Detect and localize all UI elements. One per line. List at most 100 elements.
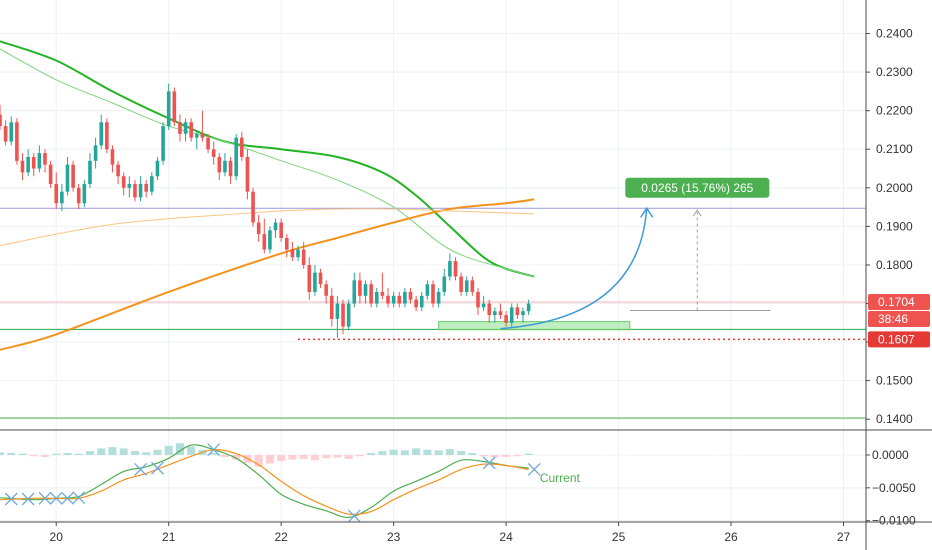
price-tick-label-8[interactable]: 0.2200 xyxy=(876,104,913,118)
histogram-bar-32 xyxy=(355,454,364,457)
price-axis[interactable]: 0.14000.15000.16000.17000.18000.19000.20… xyxy=(866,27,913,427)
histogram-bar-39 xyxy=(434,450,443,455)
support-zone[interactable] xyxy=(438,321,631,331)
candle-12 xyxy=(65,156,70,196)
price-panel[interactable]: 0.0265 (15.76%) 265 xyxy=(0,0,866,430)
candle-body-51 xyxy=(284,237,289,250)
time-tick-label-4[interactable]: 24 xyxy=(499,530,513,544)
price-label-box-2 xyxy=(868,331,930,348)
candle-body-66 xyxy=(369,284,373,304)
time-tick-label-6[interactable]: 26 xyxy=(724,530,738,544)
price-tick-label-9[interactable]: 0.2300 xyxy=(876,65,913,79)
candle-31 xyxy=(172,87,177,127)
candle-body-11 xyxy=(60,191,64,204)
candle-body-88 xyxy=(493,311,497,316)
measure-range-arrow[interactable] xyxy=(692,209,702,217)
candle-65 xyxy=(363,280,368,304)
candle-62 xyxy=(346,299,351,331)
candle-body-81 xyxy=(453,261,458,277)
candle-82 xyxy=(459,272,463,296)
price-tick-label-5[interactable]: 0.1900 xyxy=(876,219,913,233)
candle-75 xyxy=(419,291,424,312)
candle-body-33 xyxy=(183,122,188,134)
price-tick-label-6[interactable]: 0.2000 xyxy=(876,181,913,195)
histogram-bar-41 xyxy=(457,451,466,455)
projection-annotations[interactable]: 0.0265 (15.76%) 265 xyxy=(500,177,771,330)
time-tick-label-3[interactable]: 23 xyxy=(387,530,401,544)
candle-39 xyxy=(217,153,222,181)
candle-body-61 xyxy=(341,303,345,327)
candle-29 xyxy=(161,122,165,165)
histogram-bar-43 xyxy=(479,454,488,457)
price-tick-label-7[interactable]: 0.2100 xyxy=(876,142,913,156)
candle-body-79 xyxy=(442,276,447,292)
candle-body-90 xyxy=(504,315,508,323)
candle-32 xyxy=(178,114,182,142)
time-tick-label-0[interactable]: 20 xyxy=(50,530,64,544)
candle-71 xyxy=(397,291,402,308)
histogram-bar-44 xyxy=(490,454,499,458)
measure-label-text[interactable]: 0.0265 (15.76%) 265 xyxy=(641,181,753,195)
candle-body-18 xyxy=(99,122,104,146)
candle-34 xyxy=(189,118,193,142)
histogram-bar-13 xyxy=(142,452,151,455)
histogram-bar-37 xyxy=(412,448,421,455)
time-axis[interactable]: 20 21 22 23 24 25 26 27 xyxy=(50,522,851,544)
candle-body-74 xyxy=(414,299,418,308)
histogram-bar-34 xyxy=(378,451,387,455)
candle-17 xyxy=(93,137,98,169)
candle-body-38 xyxy=(211,149,216,157)
candle-body-44 xyxy=(245,156,250,192)
candle-33 xyxy=(183,118,188,142)
macd-tick-label-2[interactable]: −0.0100 xyxy=(872,514,916,528)
candle-body-26 xyxy=(144,183,149,192)
candle-body-31 xyxy=(172,91,177,123)
price-labels: 0.1704 38:46 0.1607 xyxy=(868,293,930,348)
time-tick-label-1[interactable]: 21 xyxy=(162,530,176,544)
macd-axis[interactable]: 0.0000 −0.0050 −0.0100 xyxy=(866,448,916,528)
candle-body-24 xyxy=(133,183,137,198)
candle-body-32 xyxy=(178,122,182,134)
time-tick-label-5[interactable]: 25 xyxy=(612,530,626,544)
candle-body-12 xyxy=(65,164,70,192)
candle-body-73 xyxy=(408,291,413,300)
candle-22 xyxy=(121,172,126,196)
price-tick-label-4[interactable]: 0.1800 xyxy=(876,258,913,272)
candle-body-21 xyxy=(116,164,120,177)
histogram-bar-30 xyxy=(333,454,342,458)
candle-body-37 xyxy=(206,137,210,150)
candle-body-0 xyxy=(0,114,2,127)
cross-marker-10 xyxy=(482,456,496,470)
histogram-bar-10 xyxy=(108,447,117,455)
candle-body-92 xyxy=(515,307,520,316)
macd-tick-label-1[interactable]: −0.0050 xyxy=(872,481,916,495)
macd-tick-label-0[interactable]: 0.0000 xyxy=(872,448,909,462)
candle-body-14 xyxy=(76,187,81,204)
price-tick-label-0[interactable]: 0.1400 xyxy=(876,412,913,426)
time-tick-label-7[interactable]: 27 xyxy=(837,530,851,544)
candle-body-39 xyxy=(217,156,222,173)
projection-arrow-head[interactable] xyxy=(640,206,654,218)
candle-body-22 xyxy=(121,176,126,188)
candle-body-77 xyxy=(431,284,435,304)
candle-81 xyxy=(453,257,458,281)
price-tick-label-10[interactable]: 0.2400 xyxy=(876,27,913,41)
candle-86 xyxy=(481,295,486,312)
price-label-box-1 xyxy=(868,310,930,327)
candle-21 xyxy=(116,160,120,184)
price-tick-label-1[interactable]: 0.1500 xyxy=(876,374,913,388)
measure-label-box[interactable] xyxy=(625,177,770,198)
candle-body-9 xyxy=(48,164,53,184)
macd-panel[interactable]: Current xyxy=(0,430,866,523)
histogram-bar-0 xyxy=(0,452,4,455)
candle-body-70 xyxy=(391,295,396,304)
support-zone-rect[interactable] xyxy=(438,321,631,331)
candle-18 xyxy=(99,114,104,150)
histogram-bar-6 xyxy=(63,453,72,455)
cross-marker-9 xyxy=(347,509,361,523)
histogram-bar-21 xyxy=(232,454,241,460)
time-tick-label-2[interactable]: 22 xyxy=(274,530,288,544)
horizontal-lines[interactable] xyxy=(0,207,866,419)
projection-arrow-line[interactable] xyxy=(500,208,648,330)
